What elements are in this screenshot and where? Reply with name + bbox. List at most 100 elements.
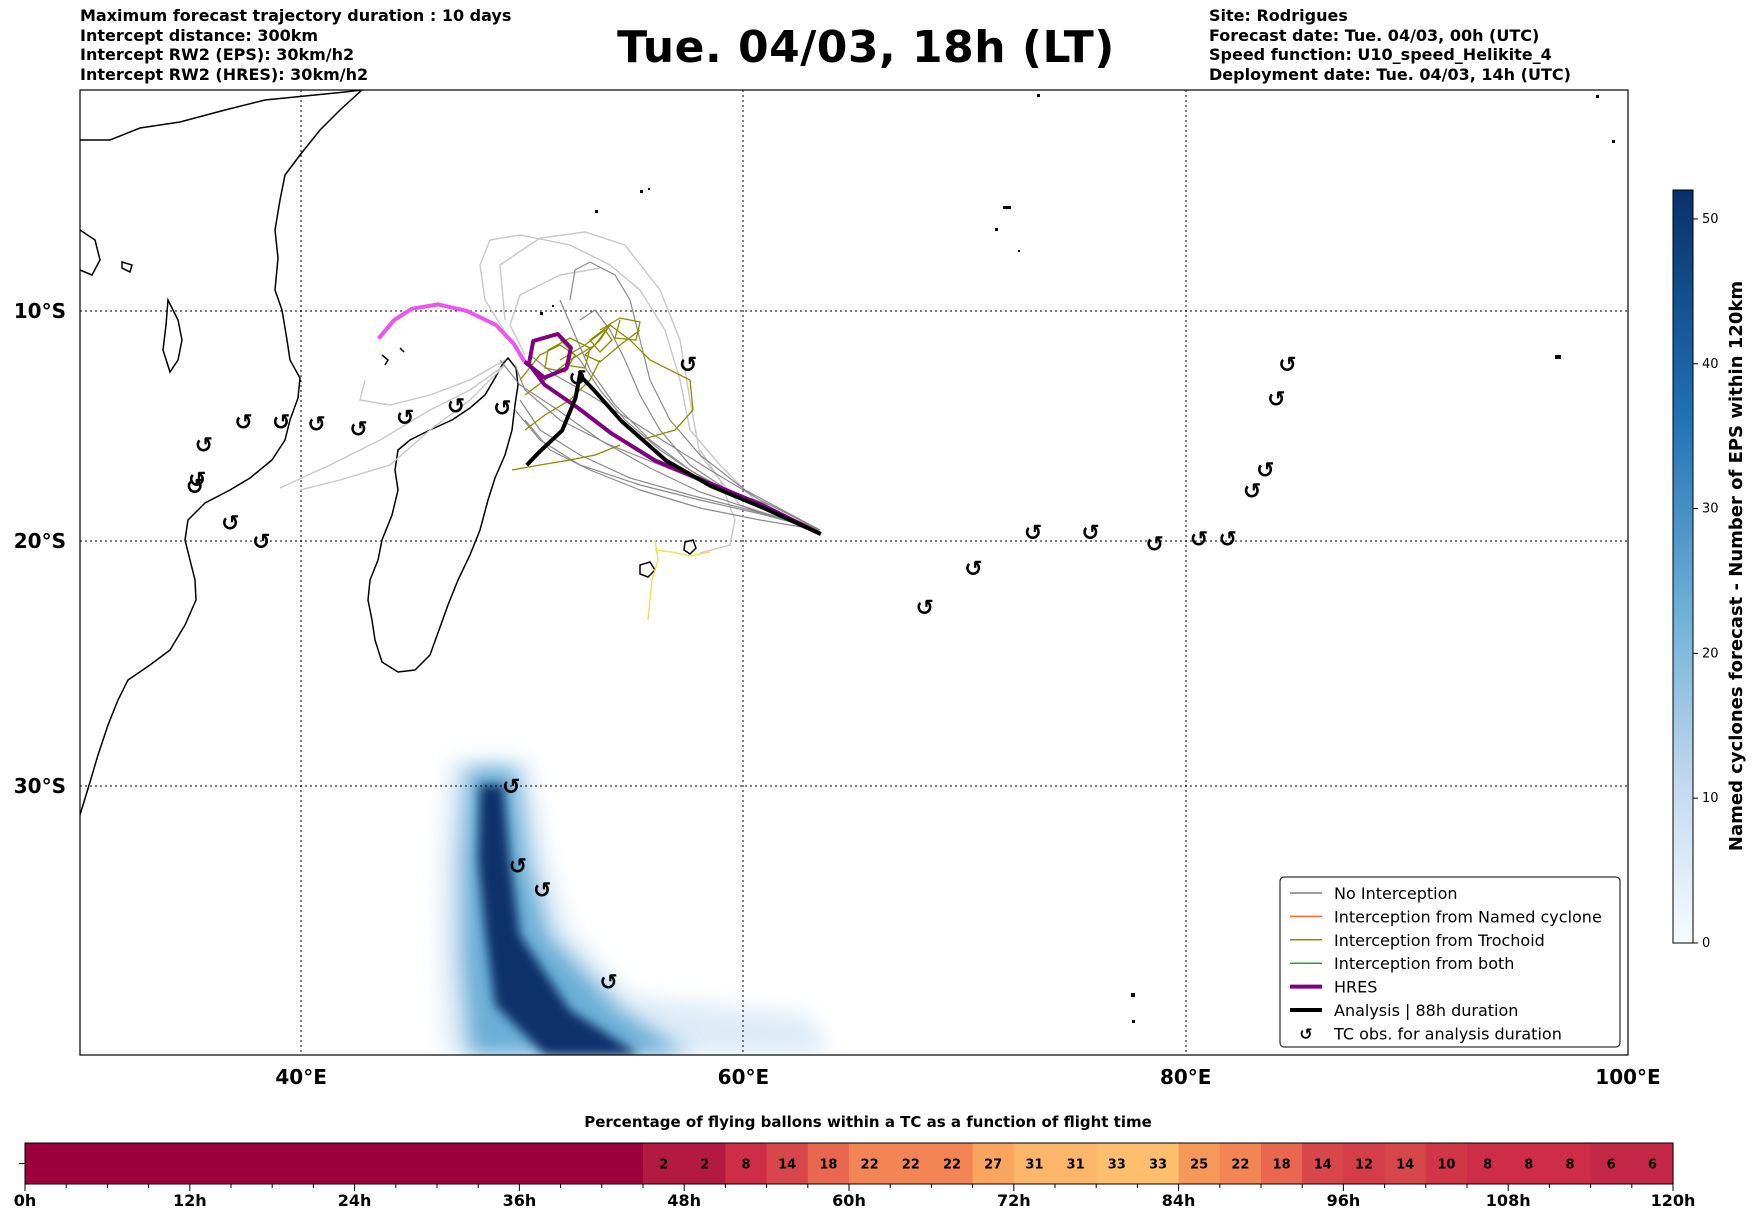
strip-cell [519, 1143, 562, 1184]
madagascar [367, 356, 519, 673]
strip-cell [354, 1143, 397, 1184]
light-track [279, 364, 506, 489]
legend-label: Interception from Trochoid [1334, 931, 1545, 950]
strip-cell [560, 1143, 603, 1184]
y-tick-label: 30°S [14, 774, 66, 798]
tc-obs-marker: ↺ [493, 397, 511, 422]
x-tick-label: 80°E [1160, 1065, 1212, 1089]
strip-cell [1137, 1143, 1180, 1184]
strip-value-label: 31 [1067, 1158, 1085, 1173]
mauritius-island [683, 539, 697, 555]
strip-value-label: 12 [1355, 1158, 1373, 1173]
strip-title: Percentage of flying ballons within a TC… [584, 1113, 1152, 1131]
colorbar-tick-label: 40 [1702, 357, 1719, 372]
no-interception-track [514, 409, 821, 531]
map-tick-labels: 40°E 60°E 80°E 100°E 10°S 20°S 30°S [14, 299, 1661, 1089]
hres-early-track [376, 302, 527, 363]
trochoid-track [559, 324, 694, 441]
strip-value-label: 6 [1648, 1158, 1657, 1173]
tc-obs-marker: ↺ [447, 394, 465, 419]
map-frame [79, 89, 1629, 1056]
strip-cell [1508, 1143, 1550, 1184]
strip-cell [766, 1143, 809, 1184]
strip-value-label: 33 [1149, 1158, 1167, 1173]
strip-cell [807, 1143, 850, 1184]
comoros [121, 260, 405, 366]
y-tick-label: 10°S [14, 299, 66, 323]
light-track [479, 234, 821, 531]
colorbar-tick-label: 10 [1702, 791, 1719, 806]
colorbar-tick-label: 20 [1702, 646, 1719, 661]
colorbar-tick-label: 30 [1702, 502, 1719, 517]
colorbar-label: Named cyclones forecast - Number of EPS … [1726, 281, 1747, 851]
header-left: Maximum forecast trajectory duration : 1… [80, 6, 511, 84]
tc-obs-marker: ↺ [188, 468, 206, 493]
light-track [299, 364, 506, 491]
strip-cell [148, 1143, 191, 1184]
strip-value-label: 18 [819, 1158, 837, 1173]
strip-cell [107, 1143, 150, 1184]
tc-obs-marker: ↺ [272, 410, 290, 435]
strip-value-label: 33 [1108, 1158, 1126, 1173]
strip-value-label: 22 [902, 1158, 920, 1173]
strip-cell [66, 1143, 108, 1184]
africa-coast [80, 90, 363, 816]
tc-obs-marker: ↺ [1024, 521, 1042, 546]
strip-cell [1467, 1143, 1509, 1184]
max-duration-text: Maximum forecast trajectory duration : 1… [80, 6, 512, 25]
strip-cell [1425, 1143, 1468, 1184]
small-islands [540, 94, 1615, 1023]
legend-label: Analysis | 88h duration [1334, 1001, 1518, 1020]
strip-value-label: 8 [1524, 1158, 1533, 1173]
analysis-track [525, 373, 822, 536]
mozambique-island [162, 297, 183, 374]
tc-obs-marker: ↺ [252, 530, 270, 555]
trochoid-track [524, 324, 641, 396]
no-interception-track [579, 309, 821, 531]
strip-cell [437, 1143, 479, 1184]
density-core [478, 785, 640, 1055]
trochoid-track [519, 337, 591, 381]
tc-obs-marker: ↺ [1278, 353, 1296, 378]
light-track [359, 359, 506, 406]
flight-time-strip: Percentage of flying ballons within a TC… [14, 1113, 1696, 1210]
tc-obs-marker: ↺ [533, 879, 551, 904]
legend-label: HRES [1334, 978, 1377, 997]
strip-cell [1096, 1143, 1138, 1184]
yellow-track [654, 549, 711, 557]
legend-items: No Interception Interception from Named c… [1290, 884, 1602, 1043]
strip-tick-label: 84h [1162, 1191, 1196, 1210]
tc-obs-marker: ↺ [1190, 528, 1208, 553]
strip-value-label: 14 [778, 1158, 796, 1173]
strip-cell [1590, 1143, 1633, 1184]
intercept-eps-text: Intercept RW2 (EPS): 30km/h2 [80, 45, 355, 64]
x-tick-label: 60°E [718, 1065, 770, 1089]
intercept-distance-text: Intercept distance: 300km [80, 25, 319, 45]
x-tick-label: 40°E [275, 1065, 327, 1089]
strip-value-label: 27 [984, 1158, 1002, 1173]
tc-obs-marker: ↺ [1146, 532, 1164, 557]
strip-cell [313, 1143, 356, 1184]
no-interception-track [569, 261, 821, 531]
strip-value-label: 2 [700, 1158, 709, 1173]
tc-obs-marker: ↺ [964, 557, 982, 582]
legend-box [1279, 876, 1621, 1048]
y-tick-label: 20°S [14, 529, 66, 553]
strip-cell [1384, 1143, 1427, 1184]
map-legend: No Interception Interception from Named c… [1279, 876, 1621, 1048]
tc-obs-marker: ↺ [1081, 521, 1099, 546]
strip-tick-label: 12h [173, 1191, 207, 1210]
strip-value-label: 22 [943, 1158, 961, 1173]
strip-cell [25, 1143, 67, 1184]
header-right: Site: Rodrigues Forecast date: Tue. 04/0… [1209, 6, 1571, 84]
trochoid-track [599, 317, 641, 341]
tc-obs-marker: ↺ [195, 433, 213, 458]
yellow-tracks [647, 539, 711, 621]
colorbar-tick-label: 50 [1702, 212, 1719, 227]
strip-cell [1055, 1143, 1097, 1184]
light-track [699, 449, 736, 554]
strip-value-label: 2 [659, 1158, 668, 1173]
tc-obs-marker: ↺ [307, 413, 325, 438]
strip-value-label: 22 [861, 1158, 879, 1173]
